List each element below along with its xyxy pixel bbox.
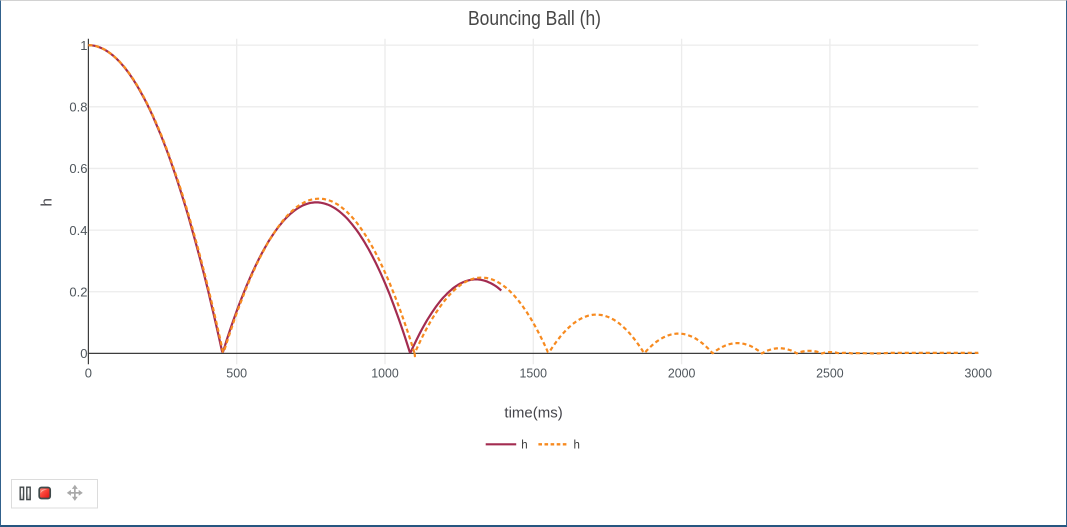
svg-text:2500: 2500 bbox=[816, 366, 844, 381]
svg-text:0: 0 bbox=[80, 346, 87, 361]
svg-text:0.4: 0.4 bbox=[69, 223, 87, 238]
svg-text:Bouncing Ball (h): Bouncing Ball (h) bbox=[468, 8, 601, 30]
svg-text:h: h bbox=[574, 440, 580, 452]
svg-text:500: 500 bbox=[226, 366, 247, 381]
svg-text:3000: 3000 bbox=[965, 366, 993, 381]
svg-text:2000: 2000 bbox=[668, 366, 696, 381]
svg-text:0.8: 0.8 bbox=[69, 100, 87, 115]
svg-text:time(ms): time(ms) bbox=[504, 404, 562, 421]
svg-text:0.2: 0.2 bbox=[69, 284, 87, 299]
svg-text:0.6: 0.6 bbox=[69, 161, 87, 176]
svg-text:1: 1 bbox=[80, 38, 87, 53]
svg-text:1000: 1000 bbox=[371, 366, 399, 381]
svg-text:1500: 1500 bbox=[520, 366, 548, 381]
svg-text:0: 0 bbox=[85, 366, 92, 381]
svg-text:h: h bbox=[38, 198, 55, 206]
svg-text:h: h bbox=[521, 440, 527, 452]
